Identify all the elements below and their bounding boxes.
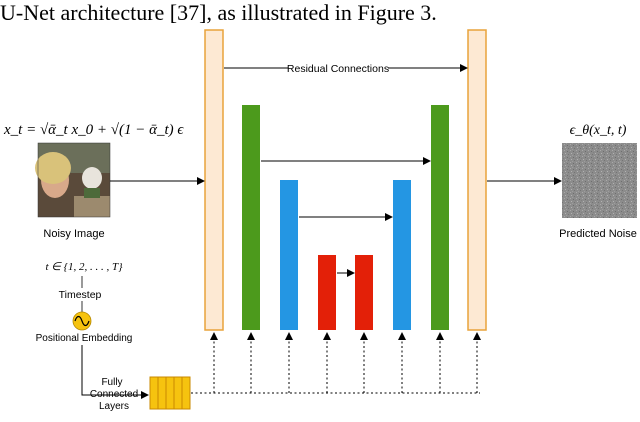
fc-label-line3: Layers <box>99 401 129 412</box>
bottleneck-block-2 <box>355 255 373 330</box>
noisy-image-label: Noisy Image <box>43 228 104 240</box>
residual-connections-label: Residual Connections <box>287 63 389 75</box>
encoder-block-3 <box>280 180 298 330</box>
positional-embedding-label: Positional Embedding <box>36 333 133 344</box>
encoder-block-1 <box>204 29 224 331</box>
predicted-noise-image <box>562 143 637 218</box>
timestep-label: Timestep <box>59 289 102 301</box>
noisy-image <box>35 142 111 218</box>
decoder-block-3 <box>393 180 411 330</box>
decoder-block-1 <box>467 29 487 331</box>
conditioning-lines <box>191 332 481 394</box>
fully-connected-block <box>149 376 191 410</box>
fc-label-line2: Connected <box>90 389 138 400</box>
predicted-noise-formula: ϵ_θ(x_t, t) <box>570 123 627 138</box>
fc-label-line1: Fully <box>101 377 122 388</box>
predicted-noise-label: Predicted Noise <box>559 228 637 240</box>
decoder-block-2 <box>431 105 449 330</box>
bottleneck-block-1 <box>318 255 336 330</box>
timestep-set: t ∈ {1, 2, . . . , T} <box>45 261 123 273</box>
embedding-to-fc-arrow <box>81 345 149 399</box>
sine-wave-icon <box>72 311 92 331</box>
input-equation: x_t = √ᾱ_t x_0 + √(1 − ᾱ_t) ϵ <box>3 122 184 138</box>
encoder-block-2 <box>242 105 260 330</box>
header-fragment: U-Net architecture [37], as illustrated … <box>0 0 437 25</box>
